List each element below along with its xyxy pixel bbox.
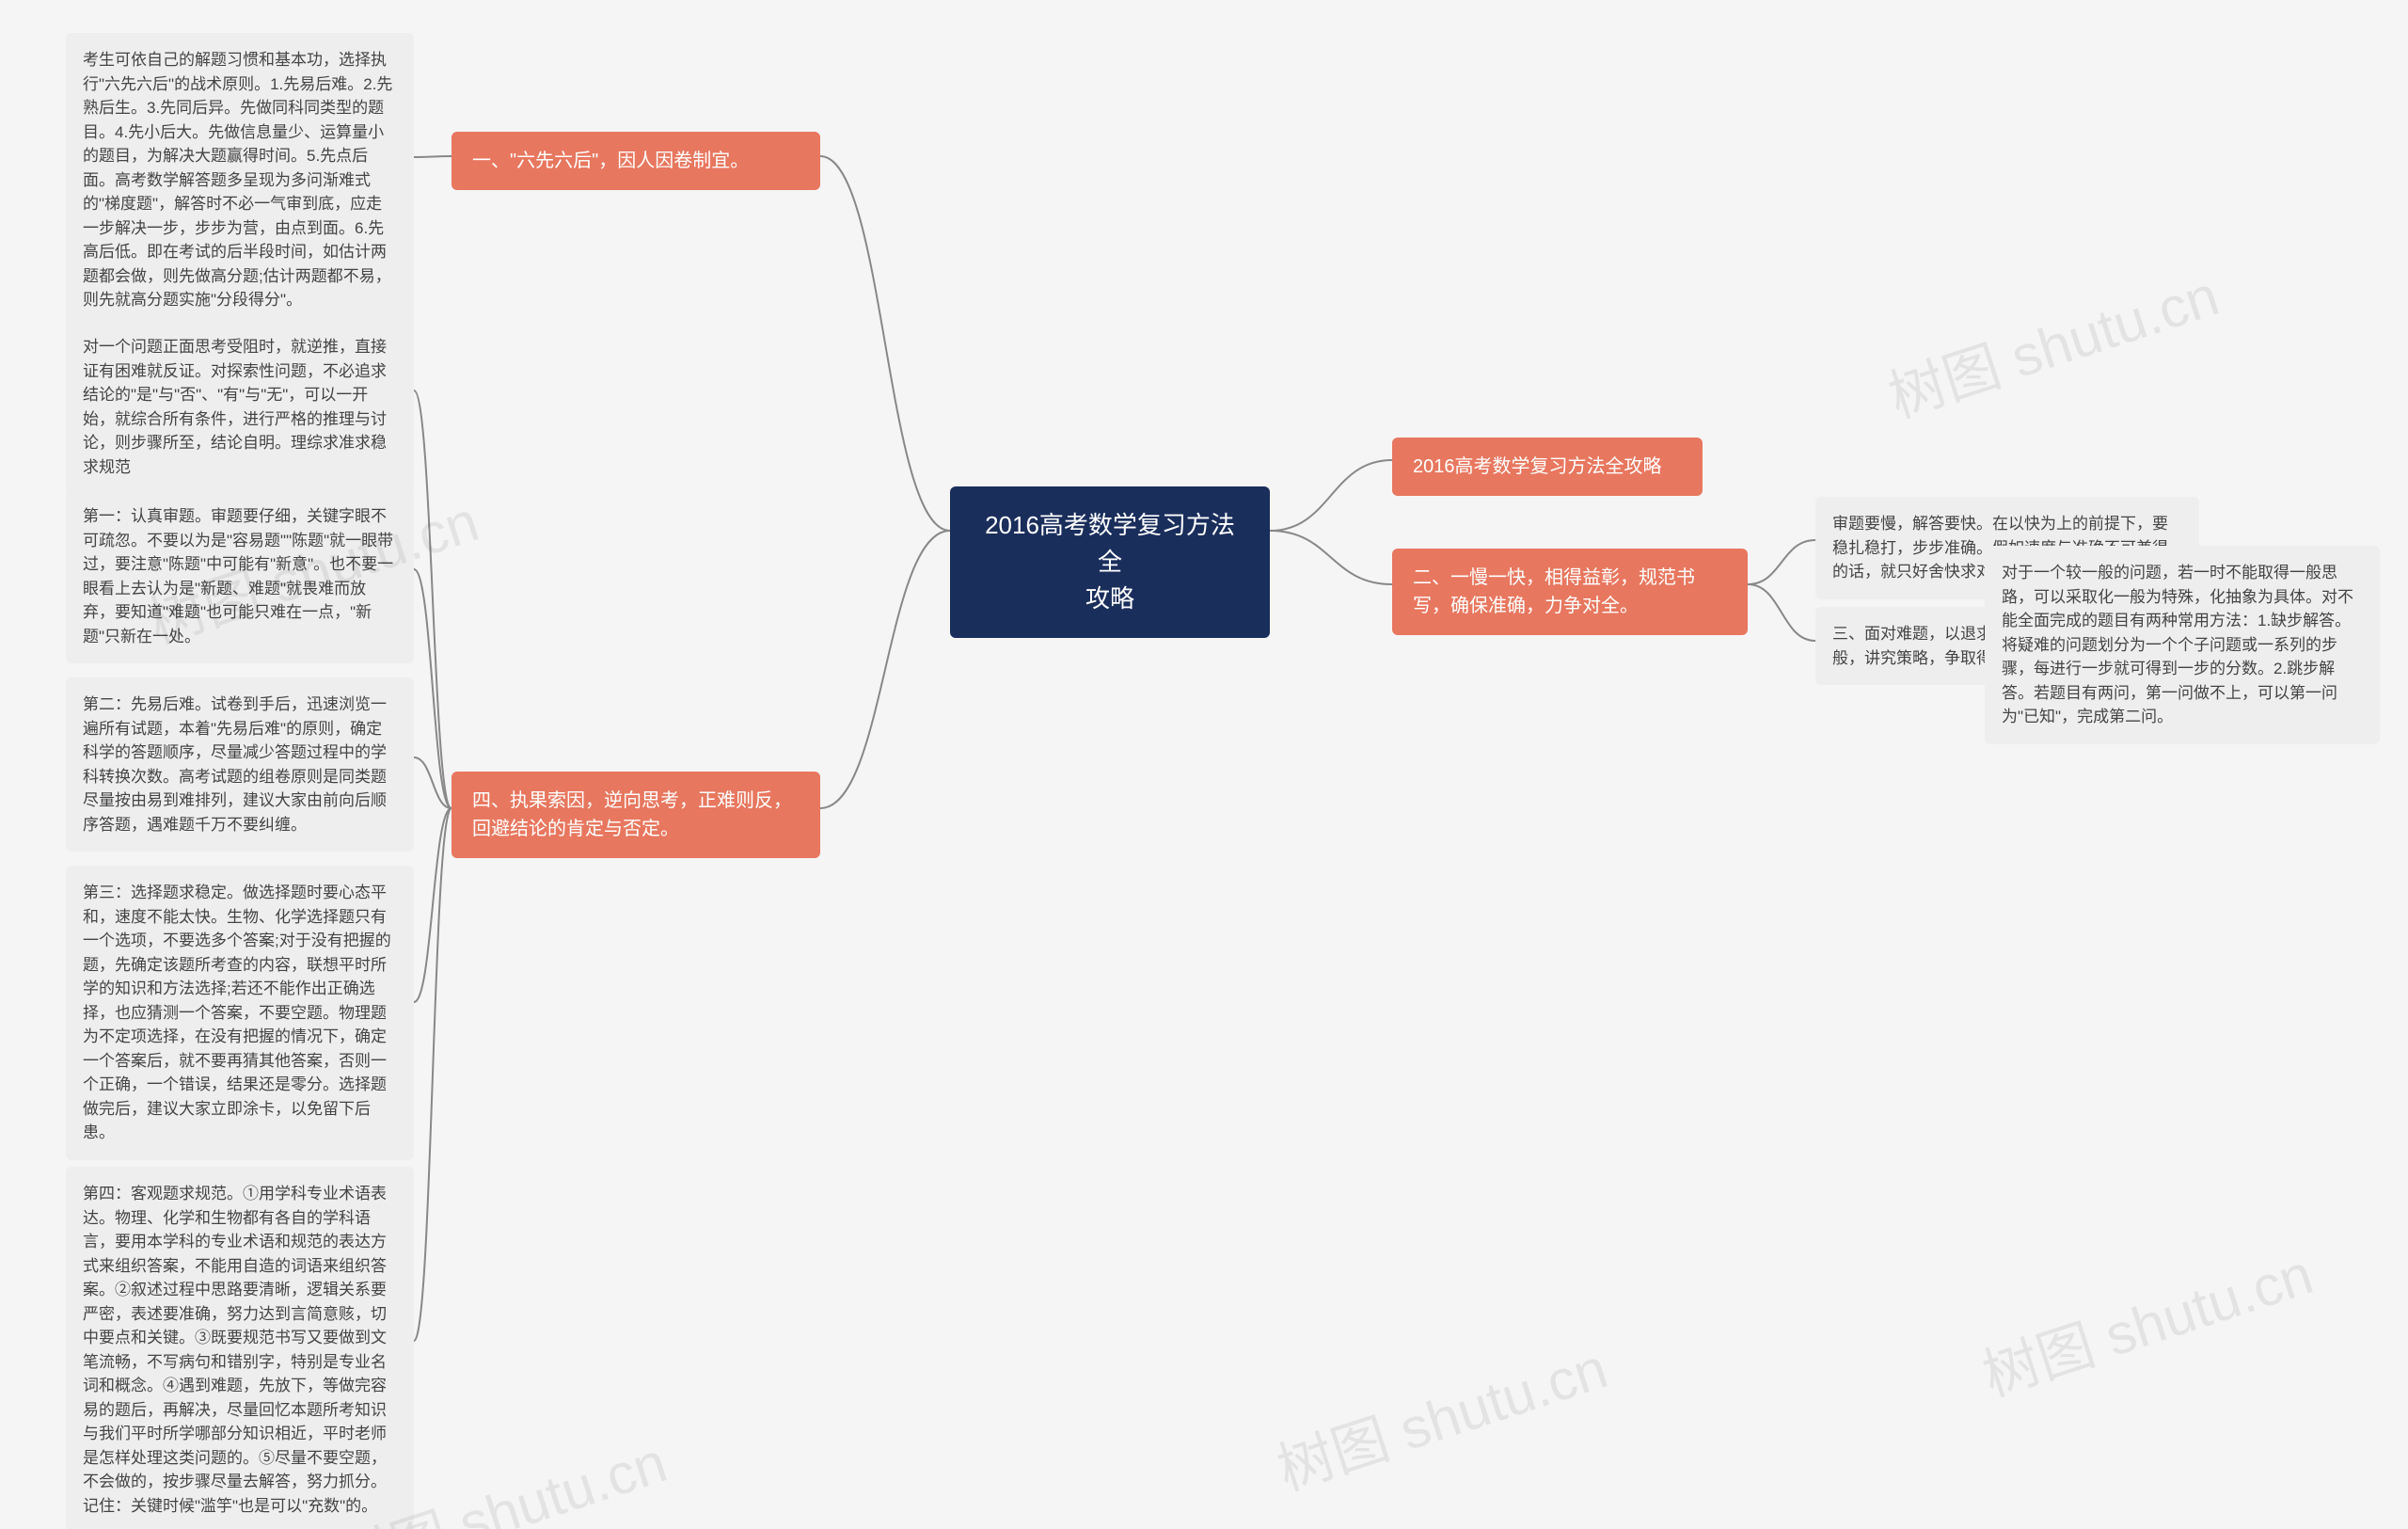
watermark-2: 树图 shutu.cn xyxy=(1265,1323,1616,1506)
branch-r1: 二、一慢一快，相得益彰，规范书写，确保准确，力争对全。 xyxy=(1392,549,1748,635)
leaf-l1l1: 第一：认真审题。审题要仔细，关键字眼不可疏忽。不要以为是"容易题""陈题"就一眼… xyxy=(66,489,414,663)
center-text-line1: 2016高考数学复习方法全 xyxy=(985,511,1235,576)
watermark-3: 树图 shutu.cn xyxy=(1877,250,2227,434)
leaf-l0l0: 考生可依自己的解题习惯和基本功，选择执行"六先六后"的战术原则。1.先易后难。2… xyxy=(66,33,414,327)
leaf-l1l4: 第四：客观题求规范。①用学科专业术语表达。物理、化学和生物都有各自的学科语言，要… xyxy=(66,1167,414,1529)
leaf-l1l2: 第二：先易后难。试卷到手后，迅速浏览一遍所有试题，本着"先易后难"的原则，确定科… xyxy=(66,677,414,852)
leaf-l1l0: 对一个问题正面思考受阻时，就逆推，直接证有困难就反证。对探索性问题，不必追求结论… xyxy=(66,320,414,494)
branch-r0: 2016高考数学复习方法全攻略 xyxy=(1392,438,1703,496)
branch-l0: 一、"六先六后"，因人因卷制宜。 xyxy=(452,132,820,190)
leaf-r1l1l0: 对于一个较一般的问题，若一时不能取得一般思路，可以采取化一般为特殊，化抽象为具体… xyxy=(1985,546,2380,744)
branch-l1: 四、执果索因，逆向思考，正难则反，回避结论的肯定与否定。 xyxy=(452,772,820,858)
watermark-4: 树图 shutu.cn xyxy=(1971,1229,2321,1412)
leaf-l1l3: 第三：选择题求稳定。做选择题时要心态平和，速度不能太快。生物、化学选择题只有一个… xyxy=(66,866,414,1160)
center-node: 2016高考数学复习方法全 攻略 xyxy=(950,486,1270,638)
center-text-line2: 攻略 xyxy=(1085,584,1134,613)
